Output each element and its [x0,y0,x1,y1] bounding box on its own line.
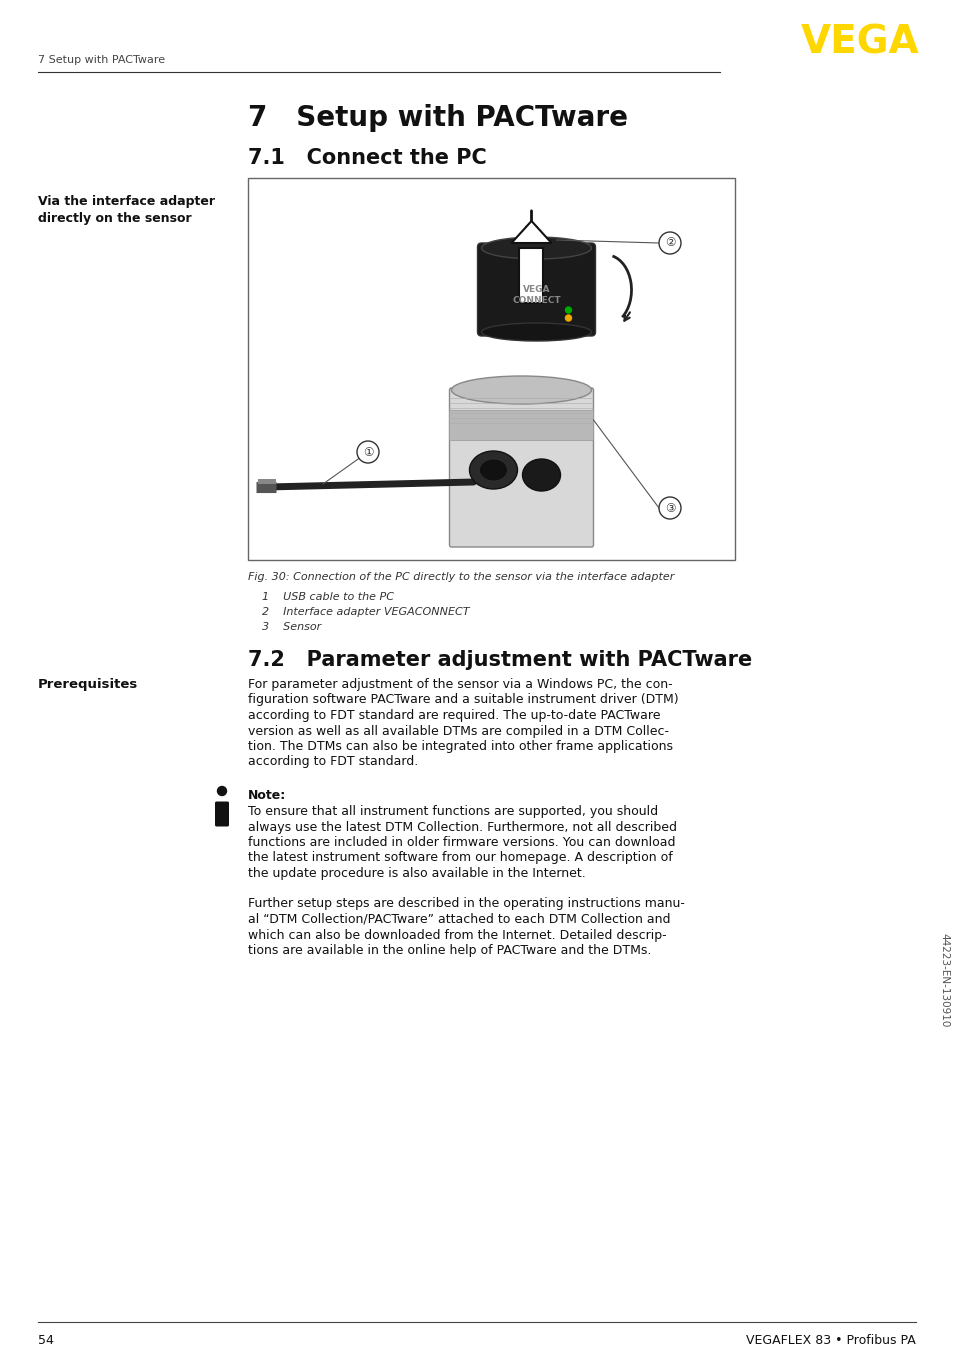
Polygon shape [511,221,551,242]
Text: Note:: Note: [248,789,286,802]
Text: 2    Interface adapter VEGACONNECT: 2 Interface adapter VEGACONNECT [262,607,469,617]
Text: the latest instrument software from our homepage. A description of: the latest instrument software from our … [248,852,672,864]
FancyBboxPatch shape [214,802,229,826]
Text: according to FDT standard.: according to FDT standard. [248,756,417,769]
Ellipse shape [479,459,507,481]
Text: To ensure that all instrument functions are supported, you should: To ensure that all instrument functions … [248,806,658,818]
Text: the update procedure is also available in the Internet.: the update procedure is also available i… [248,867,585,880]
Text: 54: 54 [38,1334,53,1346]
FancyBboxPatch shape [477,242,595,336]
Text: al “DTM Collection/PACTware” attached to each DTM Collection and: al “DTM Collection/PACTware” attached to… [248,913,670,926]
Text: VEGAFLEX 83 • Profibus PA: VEGAFLEX 83 • Profibus PA [745,1334,915,1346]
Text: Via the interface adapter: Via the interface adapter [38,195,214,209]
Bar [519,248,543,303]
Bar [257,479,275,483]
Text: ①: ① [362,445,373,459]
Text: Prerequisites: Prerequisites [38,678,138,691]
Text: 7.1   Connect the PC: 7.1 Connect the PC [248,148,486,168]
Text: which can also be downloaded from the Internet. Detailed descrip-: which can also be downloaded from the In… [248,929,666,941]
Text: Further setup steps are described in the operating instructions manu-: Further setup steps are described in the… [248,898,684,910]
Text: tions are available in the online help of PACTware and the DTMs.: tions are available in the online help o… [248,944,651,957]
Text: directly on the sensor: directly on the sensor [38,213,192,225]
Text: For parameter adjustment of the sensor via a Windows PC, the con-: For parameter adjustment of the sensor v… [248,678,672,691]
Text: functions are included in older firmware versions. You can download: functions are included in older firmware… [248,835,675,849]
Ellipse shape [451,376,591,403]
FancyBboxPatch shape [449,389,593,547]
Circle shape [217,787,226,796]
Text: according to FDT standard are required. The up-to-date PACTware: according to FDT standard are required. … [248,709,659,722]
Text: 44223-EN-130910: 44223-EN-130910 [938,933,948,1028]
Text: 3    Sensor: 3 Sensor [262,621,321,632]
Text: VEGA: VEGA [801,23,919,61]
Circle shape [565,307,571,313]
Ellipse shape [469,451,517,489]
Circle shape [659,497,680,519]
Bar [248,177,734,561]
Text: VEGA
CONNECT: VEGA CONNECT [512,284,560,305]
Circle shape [565,315,571,321]
Ellipse shape [522,459,560,492]
Text: 7.2   Parameter adjustment with PACTware: 7.2 Parameter adjustment with PACTware [248,650,752,670]
Text: 7   Setup with PACTware: 7 Setup with PACTware [248,104,627,131]
Text: 1    USB cable to the PC: 1 USB cable to the PC [262,592,394,603]
Bar [449,410,593,440]
Ellipse shape [481,237,591,259]
Text: always use the latest DTM Collection. Furthermore, not all described: always use the latest DTM Collection. Fu… [248,821,677,834]
Text: Fig. 30: Connection of the PC directly to the sensor via the interface adapter: Fig. 30: Connection of the PC directly t… [248,571,674,582]
Text: figuration software PACTware and a suitable instrument driver (DTM): figuration software PACTware and a suita… [248,693,678,707]
Text: 7 Setup with PACTware: 7 Setup with PACTware [38,56,165,65]
Text: ③: ③ [664,501,675,515]
Text: ②: ② [664,237,675,249]
Text: version as well as all available DTMs are compiled in a DTM Collec-: version as well as all available DTMs ar… [248,724,668,738]
Circle shape [356,441,378,463]
Text: tion. The DTMs can also be integrated into other frame applications: tion. The DTMs can also be integrated in… [248,741,672,753]
Ellipse shape [481,324,591,341]
Circle shape [659,232,680,255]
